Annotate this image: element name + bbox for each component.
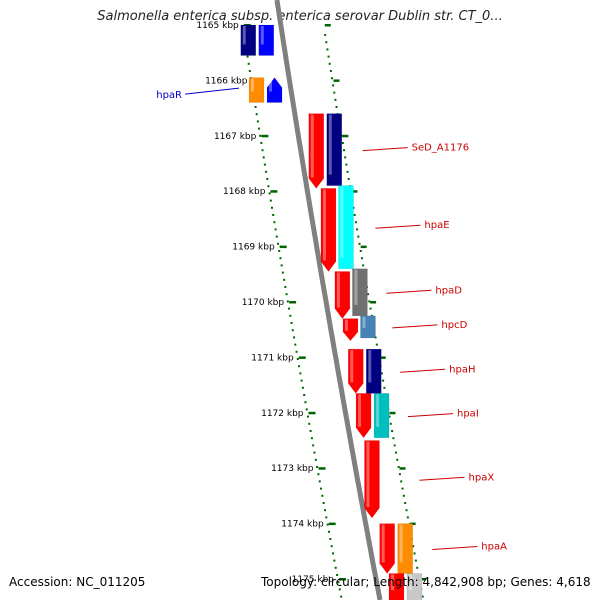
gene-highlight (368, 350, 372, 383)
dotted-guide-lines (243, 34, 424, 598)
tick-label: 1168 kbp (223, 187, 266, 197)
gene-feature-hpar[interactable] (248, 77, 265, 103)
gene-label: hpaD (435, 285, 462, 296)
gene-highlight (381, 524, 385, 563)
gene-highlight (322, 189, 326, 261)
gene-highlight (344, 319, 348, 331)
gene-highlight (310, 114, 314, 178)
gene-label: SeD_A1176 (412, 143, 470, 154)
gene-highlight (242, 26, 246, 45)
genome-summary-text: Topology: circular; Length: 4,842,908 bp… (261, 575, 591, 589)
gene-highlight (251, 78, 255, 92)
gene-highlight (399, 524, 403, 563)
tick-mark-right (351, 190, 358, 193)
tick-mark-right (370, 301, 377, 304)
label-leader (184, 87, 240, 95)
gene-highlight (408, 574, 412, 591)
tick-mark-right (324, 24, 331, 27)
tick-mark (261, 134, 269, 138)
gene-highlight (376, 394, 380, 427)
tick-mark (289, 301, 297, 304)
tick-label: 1175 kbp (292, 575, 335, 585)
tick-label: 1172 kbp (261, 409, 304, 419)
gene-highlight (260, 26, 264, 45)
gene-label: hpaH (449, 364, 475, 375)
tick-mark (270, 190, 278, 193)
gene-feature[interactable] (342, 318, 359, 342)
gene-highlight (340, 186, 344, 258)
gene-label: hpaR (156, 90, 182, 101)
tick-label: 1174 kbp (281, 520, 324, 530)
tick-mark (308, 411, 316, 415)
gene-feature[interactable] (266, 77, 283, 103)
label-leader (400, 368, 446, 373)
gene-feature[interactable] (334, 271, 351, 320)
gene-label: hpaE (424, 220, 449, 231)
label-leader (432, 546, 478, 551)
tick-marks: 1165 kbp 1166 kbp 1167 kbp 1168 kbp 1169 kbp… (196, 21, 427, 585)
tick-label: 1171 kbp (251, 353, 294, 363)
gene-features[interactable] (240, 24, 423, 600)
tick-mark-right (342, 134, 349, 138)
gene-feature[interactable] (355, 393, 372, 439)
label-leader (362, 147, 408, 152)
map-title: Salmonella enterica subsp. enterica sero… (97, 9, 503, 24)
gene-feature-hpcd[interactable] (360, 315, 376, 339)
tick-label: 1165 kbp (196, 21, 239, 31)
gene-highlight (354, 269, 358, 305)
gene-feature[interactable] (348, 348, 364, 394)
label-leader (386, 289, 432, 294)
tick-mark (279, 245, 287, 249)
gene-label: hpaX (469, 472, 495, 483)
gene-feature[interactable] (406, 573, 423, 600)
label-leader (375, 224, 421, 229)
gene-feature[interactable] (258, 24, 275, 56)
gene-feature[interactable] (379, 523, 395, 574)
tick-label: 1170 kbp (242, 298, 285, 308)
gene-label: hpaA (481, 542, 507, 553)
tick-mark-right (399, 467, 406, 470)
gene-feature-hpax[interactable] (364, 440, 380, 519)
label-leader (419, 476, 465, 481)
gene-highlight (269, 78, 273, 92)
tick-label: 1169 kbp (232, 243, 275, 253)
label-leader (392, 324, 438, 329)
gene-highlight (390, 574, 394, 591)
gene-labels: hpaR SeD_A1176 hpaE hpaD hpcD hpaH hpaI hpaX hpa… (156, 87, 507, 553)
gene-highlight (336, 272, 340, 308)
gene-feature[interactable] (388, 573, 405, 600)
gene-feature[interactable] (240, 24, 257, 56)
gene-feature[interactable] (308, 113, 325, 189)
backbone-line (274, 0, 383, 600)
gene-highlight (362, 316, 366, 329)
tick-label: 1166 kbp (205, 76, 248, 86)
gene-highlight (366, 441, 370, 508)
gene-highlight (328, 114, 332, 175)
tick-mark-right (333, 79, 340, 82)
tick-mark (318, 467, 326, 470)
gene-feature-hpai[interactable] (373, 393, 390, 438)
tick-mark-right (420, 578, 427, 581)
tick-mark (339, 578, 347, 581)
label-leader (407, 413, 454, 418)
tick-mark-right (379, 356, 386, 359)
gene-highlight (350, 350, 354, 383)
tick-mark (328, 522, 336, 526)
gene-label: hpcD (441, 320, 467, 331)
tick-label: 1173 kbp (271, 464, 314, 474)
tick-mark-right (389, 411, 396, 415)
accession-text: Accession: NC_011205 (9, 575, 146, 589)
gene-highlight (358, 394, 362, 427)
tick-mark (298, 356, 306, 359)
gene-feature[interactable] (320, 188, 337, 272)
tick-label: 1167 kbp (214, 132, 257, 142)
gene-label: hpaI (457, 409, 479, 420)
tick-mark-right (360, 245, 367, 249)
